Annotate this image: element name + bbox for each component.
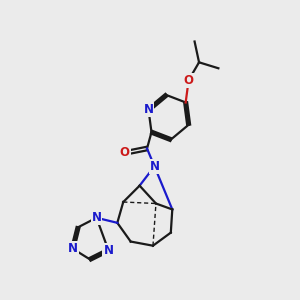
Text: N: N (92, 211, 101, 224)
Text: O: O (120, 146, 130, 160)
Text: N: N (103, 244, 113, 257)
Text: N: N (149, 160, 160, 173)
Text: O: O (184, 74, 194, 87)
Text: N: N (143, 103, 154, 116)
Text: N: N (68, 242, 78, 255)
